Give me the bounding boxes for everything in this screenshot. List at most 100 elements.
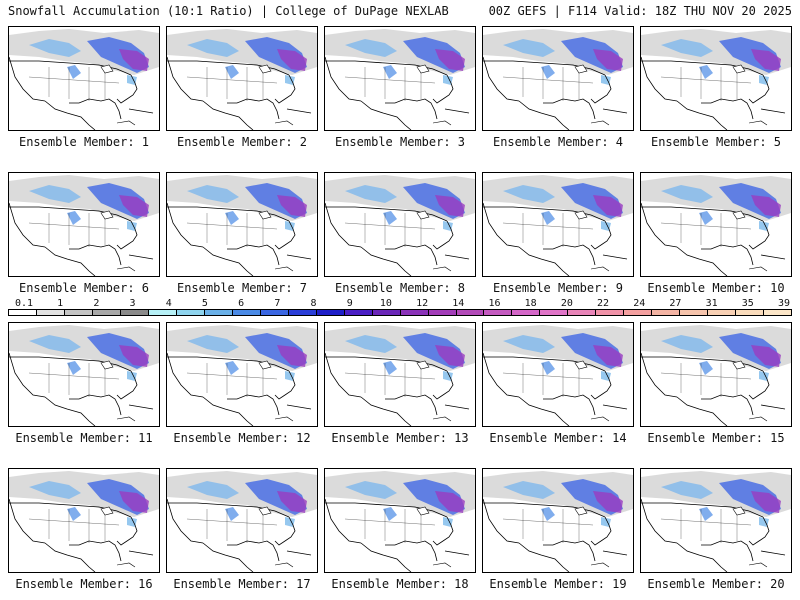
ensemble-member-caption: Ensemble Member: 13 <box>331 431 469 445</box>
legend-label: 7 <box>274 298 281 309</box>
snowfall-map-image <box>167 470 317 572</box>
snowfall-map-image <box>9 28 159 130</box>
ensemble-member-map <box>8 172 160 277</box>
snowfall-map-image <box>325 324 475 426</box>
ensemble-member-map <box>324 468 476 573</box>
legend-swatch <box>512 310 541 315</box>
legend-swatch <box>344 310 373 315</box>
ensemble-member-caption: Ensemble Member: 10 <box>647 281 785 295</box>
snowfall-map-image <box>641 174 791 276</box>
ensemble-member-caption: Ensemble Member: 3 <box>334 135 466 149</box>
legend-swatch <box>92 310 121 315</box>
ensemble-member-map <box>8 26 160 131</box>
ensemble-member-map <box>640 172 792 277</box>
legend-swatch <box>400 310 429 315</box>
snowfall-map-image <box>483 174 633 276</box>
ensemble-member-map <box>482 322 634 427</box>
ensemble-member-caption: Ensemble Member: 19 <box>489 577 627 591</box>
ensemble-member-map <box>166 468 318 573</box>
ensemble-member-caption: Ensemble Member: 17 <box>173 577 311 591</box>
snowfall-map-image <box>325 174 475 276</box>
legend-swatches <box>8 309 792 316</box>
snowfall-map-image <box>167 324 317 426</box>
legend-swatch <box>148 310 177 315</box>
ensemble-member-caption: Ensemble Member: 4 <box>492 135 624 149</box>
legend-label: 0.1 <box>14 298 34 309</box>
legend-label: 31 <box>705 298 718 309</box>
map-title: Snowfall Accumulation (10:1 Ratio) | Col… <box>8 4 449 18</box>
snowfall-map-image <box>325 28 475 130</box>
legend-swatch <box>288 310 317 315</box>
legend-label: 20 <box>560 298 573 309</box>
legend-swatch <box>624 310 653 315</box>
model-run-info: 00Z GEFS | F114 Valid: 18Z THU NOV 20 20… <box>488 4 792 18</box>
legend-swatch <box>176 310 205 315</box>
ensemble-member-caption: Ensemble Member: 11 <box>15 431 153 445</box>
legend-label: 24 <box>633 298 646 309</box>
legend-swatch <box>9 310 37 315</box>
legend-label: 4 <box>165 298 172 309</box>
ensemble-member-caption: Ensemble Member: 6 <box>18 281 150 295</box>
ensemble-member-map <box>8 468 160 573</box>
legend-swatch <box>736 310 765 315</box>
legend-label: 12 <box>416 298 429 309</box>
legend-swatch <box>372 310 401 315</box>
legend-label: 1 <box>57 298 64 309</box>
legend-label: 6 <box>238 298 245 309</box>
legend-swatch <box>260 310 289 315</box>
legend-swatch <box>652 310 681 315</box>
legend-swatch <box>484 310 513 315</box>
ensemble-member-caption: Ensemble Member: 18 <box>331 577 469 591</box>
ensemble-member-map <box>482 26 634 131</box>
snowfall-map-image <box>9 470 159 572</box>
legend-label: 3 <box>129 298 136 309</box>
ensemble-member-caption: Ensemble Member: 7 <box>176 281 308 295</box>
snowfall-color-legend: 0.1 1 2 3 4 5 6 7 8 9 10 12 14 16 18 20 22 24 27 31 35 39 <box>8 298 792 318</box>
legend-swatch <box>64 310 93 315</box>
ensemble-member-caption: Ensemble Member: 1 <box>18 135 150 149</box>
ensemble-member-map <box>324 322 476 427</box>
snowfall-map-image <box>167 174 317 276</box>
ensemble-member-caption: Ensemble Member: 5 <box>650 135 782 149</box>
ensemble-member-caption: Ensemble Member: 16 <box>15 577 153 591</box>
legend-swatch <box>708 310 737 315</box>
legend-label: 39 <box>777 298 791 309</box>
snowfall-map-image <box>167 28 317 130</box>
snowfall-map-image <box>641 470 791 572</box>
ensemble-member-map <box>8 322 160 427</box>
legend-swatch <box>456 310 485 315</box>
snowfall-map-image <box>483 28 633 130</box>
legend-swatch <box>568 310 597 315</box>
legend-label: 18 <box>524 298 537 309</box>
legend-label: 27 <box>669 298 682 309</box>
legend-label: 8 <box>310 298 317 309</box>
ensemble-member-map <box>166 172 318 277</box>
snowfall-map-image <box>9 174 159 276</box>
snowfall-map-image <box>483 470 633 572</box>
legend-swatch <box>764 310 792 315</box>
legend-swatch <box>428 310 457 315</box>
ensemble-member-map <box>324 26 476 131</box>
legend-swatch <box>204 310 233 315</box>
snowfall-map-image <box>641 324 791 426</box>
ensemble-member-caption: Ensemble Member: 15 <box>647 431 785 445</box>
ensemble-member-map <box>166 322 318 427</box>
ensemble-member-map <box>640 468 792 573</box>
legend-swatch <box>596 310 625 315</box>
legend-label: 10 <box>379 298 392 309</box>
legend-swatch <box>316 310 345 315</box>
legend-swatch <box>36 310 65 315</box>
legend-swatch <box>232 310 261 315</box>
legend-swatch <box>680 310 709 315</box>
legend-label: 14 <box>452 298 465 309</box>
legend-label: 5 <box>201 298 208 309</box>
ensemble-member-caption: Ensemble Member: 20 <box>647 577 785 591</box>
ensemble-member-map <box>166 26 318 131</box>
legend-label: 16 <box>488 298 501 309</box>
legend-label: 35 <box>741 298 754 309</box>
ensemble-member-caption: Ensemble Member: 12 <box>173 431 311 445</box>
legend-swatch <box>120 310 149 315</box>
ensemble-member-caption: Ensemble Member: 9 <box>492 281 624 295</box>
snowfall-map-image <box>9 324 159 426</box>
ensemble-member-map <box>640 26 792 131</box>
